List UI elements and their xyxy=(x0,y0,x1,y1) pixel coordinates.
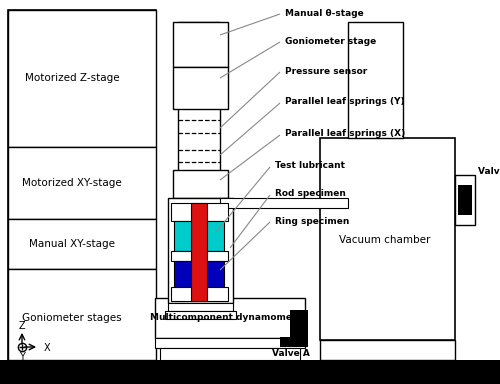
Bar xyxy=(8,269,156,360)
Text: Manual θ-stage: Manual θ-stage xyxy=(285,8,364,18)
Text: Goniometer stages: Goniometer stages xyxy=(22,313,122,323)
Bar xyxy=(173,67,228,109)
Text: Test lubricant: Test lubricant xyxy=(275,162,345,170)
Bar xyxy=(171,251,228,261)
Text: Parallel leaf springs (Y): Parallel leaf springs (Y) xyxy=(285,98,405,106)
Bar xyxy=(455,175,475,225)
Text: Motorized XY-stage: Motorized XY-stage xyxy=(22,178,122,188)
Text: Manual XY-stage: Manual XY-stage xyxy=(29,239,115,249)
Text: Rod specimen: Rod specimen xyxy=(275,189,346,199)
Text: Z: Z xyxy=(18,321,26,331)
Text: Valve A: Valve A xyxy=(272,349,310,358)
Bar xyxy=(8,219,156,269)
Text: Valve B: Valve B xyxy=(478,167,500,177)
Bar xyxy=(191,203,207,301)
Bar xyxy=(8,10,156,360)
Bar xyxy=(173,22,228,67)
Bar xyxy=(280,337,308,347)
Bar xyxy=(178,22,220,317)
Bar xyxy=(8,147,156,219)
Bar xyxy=(160,348,300,360)
Bar xyxy=(174,221,224,251)
Bar xyxy=(0,360,500,384)
Text: Y: Y xyxy=(19,352,25,362)
Text: Pressure sensor: Pressure sensor xyxy=(285,66,367,76)
Bar xyxy=(171,287,228,301)
Bar xyxy=(458,185,472,215)
Bar xyxy=(8,10,156,147)
Bar xyxy=(168,303,233,311)
Bar xyxy=(220,198,348,208)
Text: Vacuum chamber: Vacuum chamber xyxy=(340,235,430,245)
Bar xyxy=(320,340,455,360)
Text: Motorized Z-stage: Motorized Z-stage xyxy=(24,73,120,83)
Bar xyxy=(165,311,236,319)
Bar xyxy=(155,298,305,338)
Bar xyxy=(320,138,455,340)
Bar xyxy=(174,261,224,287)
Bar xyxy=(171,203,228,221)
Text: Goniometer stage: Goniometer stage xyxy=(285,36,376,45)
Bar xyxy=(348,22,403,138)
Text: X: X xyxy=(44,343,51,353)
Text: Parallel leaf springs (X): Parallel leaf springs (X) xyxy=(285,129,405,139)
Text: Ring specimen: Ring specimen xyxy=(275,217,349,225)
Bar xyxy=(168,198,233,303)
Bar xyxy=(155,338,305,348)
Bar xyxy=(173,170,228,198)
Bar xyxy=(290,310,308,345)
Text: Multicomponent dynamometer: Multicomponent dynamometer xyxy=(150,313,306,323)
